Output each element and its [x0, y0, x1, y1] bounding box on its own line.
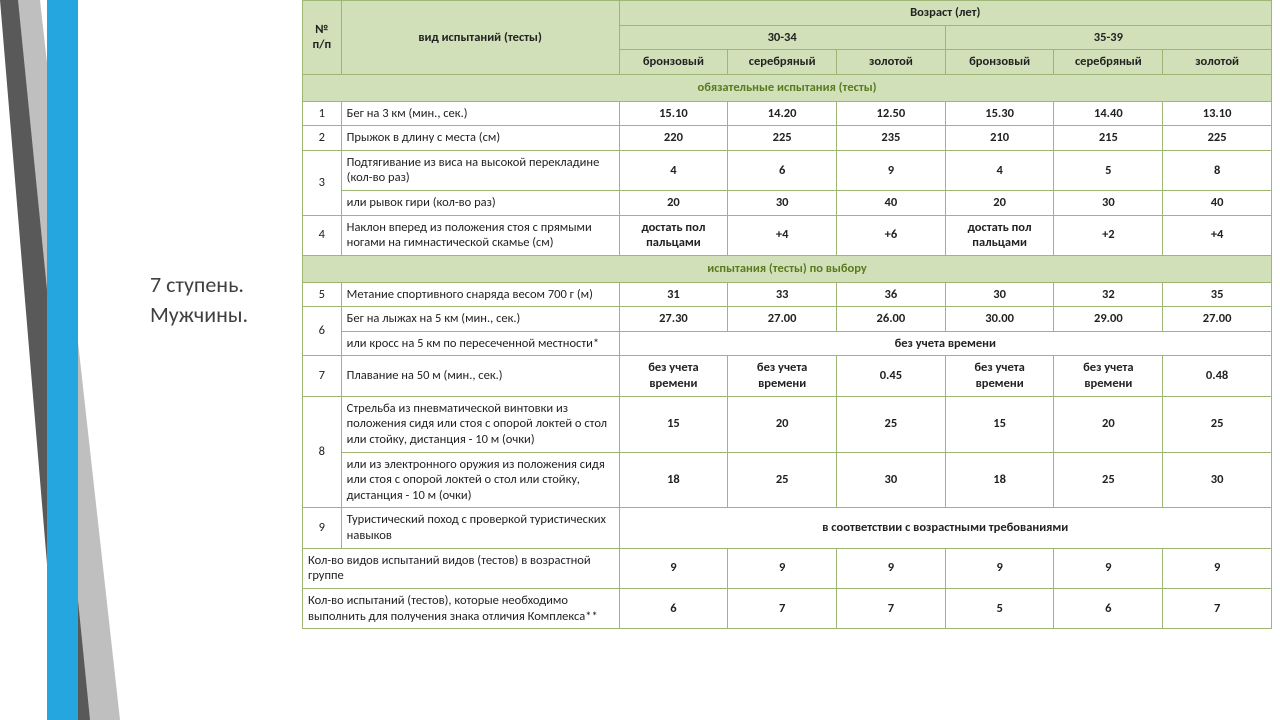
- table-row: 8 Стрельба из пневматической винтовки из…: [303, 396, 1272, 452]
- section-mandatory: обязательные испытания (тесты): [303, 74, 1272, 101]
- slide-decoration: [0, 0, 130, 720]
- table-row: 5 Метание спортивного снаряда весом 700 …: [303, 282, 1272, 307]
- table-row: или кросс на 5 км по пересеченной местно…: [303, 331, 1272, 356]
- table-row: 3 Подтягивание из виса на высокой перекл…: [303, 150, 1272, 190]
- normatives-table: № п/п вид испытаний (тесты) Возраст (лет…: [302, 0, 1272, 629]
- th-silver: серебряный: [1054, 50, 1163, 75]
- th-gold: золотой: [1163, 50, 1272, 75]
- table-row: или рывок гири (кол-во раз) 20 30 40 20 …: [303, 191, 1272, 216]
- summary-row: Кол-во видов испытаний видов (тестов) в …: [303, 548, 1272, 588]
- th-age-35-39: 35-39: [945, 25, 1271, 50]
- th-bronze: бронзовый: [945, 50, 1054, 75]
- slide-title: 7 ступень. Мужчины.: [150, 270, 300, 329]
- th-age: Возраст (лет): [619, 1, 1271, 26]
- th-gold: золотой: [837, 50, 946, 75]
- th-num: № п/п: [303, 1, 342, 75]
- th-bronze: бронзовый: [619, 50, 728, 75]
- normatives-table-wrap: № п/п вид испытаний (тесты) Возраст (лет…: [302, 0, 1272, 629]
- slide-title-line2: Мужчины.: [150, 300, 300, 330]
- table-row: 7 Плавание на 50 м (мин., сек.) без учет…: [303, 356, 1272, 396]
- section-optional: испытания (тесты) по выбору: [303, 255, 1272, 282]
- table-row: или из электронного оружия из положения …: [303, 452, 1272, 508]
- summary-row: Кол-во испытаний (тестов), которые необх…: [303, 588, 1272, 628]
- th-age-30-34: 30-34: [619, 25, 945, 50]
- slide-title-line1: 7 ступень.: [150, 270, 300, 300]
- th-test: вид испытаний (тесты): [341, 1, 619, 75]
- table-row: 2 Прыжок в длину с места (см) 220 225 23…: [303, 126, 1272, 151]
- table-row: 4 Наклон вперед из положения стоя с прям…: [303, 215, 1272, 255]
- table-row: 6 Бег на лыжах на 5 км (мин., сек.) 27.3…: [303, 307, 1272, 332]
- table-row: 1 Бег на 3 км (мин., сек.) 15.10 14.20 1…: [303, 101, 1272, 126]
- th-silver: серебряный: [728, 50, 837, 75]
- table-row: 9 Туристический поход с проверкой турист…: [303, 508, 1272, 548]
